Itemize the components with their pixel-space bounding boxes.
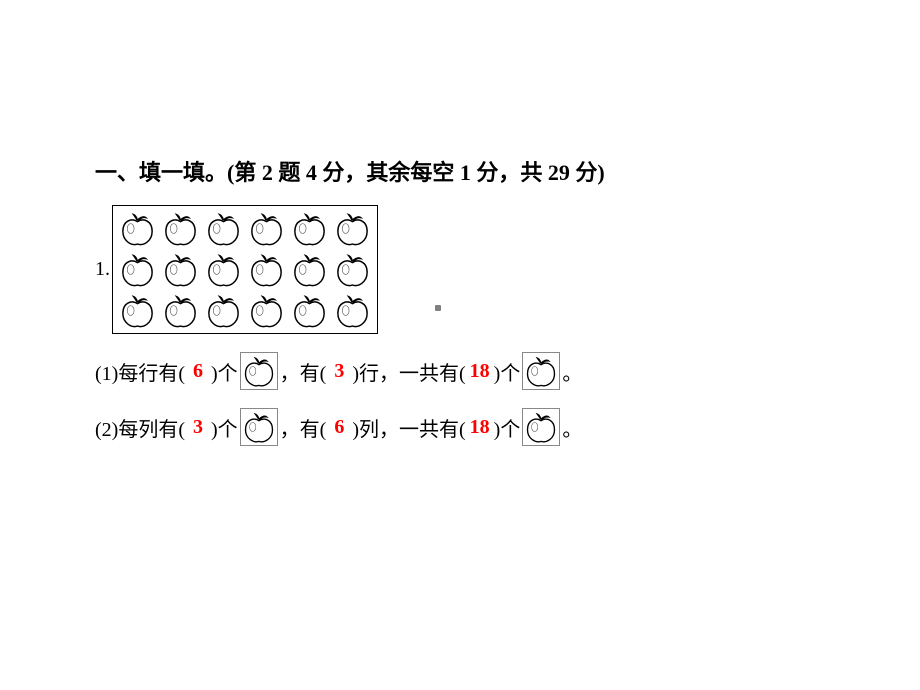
- apple-icon: [333, 250, 372, 289]
- text-mid: )个: [494, 357, 521, 386]
- apple-icon: [333, 291, 372, 330]
- apple-icon: [522, 352, 560, 390]
- text-mid: )列，一共有(: [352, 413, 465, 442]
- apple-icon: [290, 250, 329, 289]
- apple-icon: [247, 291, 286, 330]
- apple-icon: [290, 291, 329, 330]
- section-heading: 一、填一填。(第 2 题 4 分，其余每空 1 分，共 29 分): [95, 155, 825, 187]
- answer-blank: 3: [185, 416, 211, 439]
- apple-icon: [204, 291, 243, 330]
- apple-icon: [290, 209, 329, 248]
- answer-blank: 6: [185, 360, 211, 383]
- text-mid: )个: [494, 413, 521, 442]
- center-marker: [435, 305, 441, 311]
- apple-icon: [333, 209, 372, 248]
- apple-icon: [161, 250, 200, 289]
- apple-icon: [161, 209, 200, 248]
- apple-icon: [240, 352, 278, 390]
- apple-grid: [112, 205, 378, 334]
- text-mid: ，有(: [280, 413, 327, 442]
- sub-question-2: (2)每列有( 3 )个 ，有( 6 )列，一共有( 18 )个 。: [95, 408, 825, 446]
- question-number: 1.: [95, 258, 110, 281]
- text-prefix: (2)每列有(: [95, 413, 185, 442]
- text-mid: )行，一共有(: [352, 357, 465, 386]
- apple-icon: [204, 209, 243, 248]
- answer-blank: 18: [466, 360, 494, 383]
- apple-icon: [118, 250, 157, 289]
- apple-row: [118, 291, 372, 330]
- apple-icon: [247, 250, 286, 289]
- text-mid: ，有(: [280, 357, 327, 386]
- apple-icon: [161, 291, 200, 330]
- apple-row: [118, 209, 372, 248]
- text-suffix: 。: [562, 413, 582, 442]
- text-suffix: 。: [562, 357, 582, 386]
- apple-icon: [118, 209, 157, 248]
- answer-blank: 18: [466, 416, 494, 439]
- apple-icon: [240, 408, 278, 446]
- sub-question-1: (1)每行有( 6 )个 ，有( 3 )行，一共有( 18 )个 。: [95, 352, 825, 390]
- apple-icon: [204, 250, 243, 289]
- apple-icon: [118, 291, 157, 330]
- answer-blank: 6: [326, 416, 352, 439]
- answer-blank: 3: [326, 360, 352, 383]
- text-mid: )个: [211, 357, 238, 386]
- apple-row: [118, 250, 372, 289]
- question-1: 1.: [95, 205, 825, 334]
- text-prefix: (1)每行有(: [95, 357, 185, 386]
- apple-icon: [247, 209, 286, 248]
- text-mid: )个: [211, 413, 238, 442]
- apple-icon: [522, 408, 560, 446]
